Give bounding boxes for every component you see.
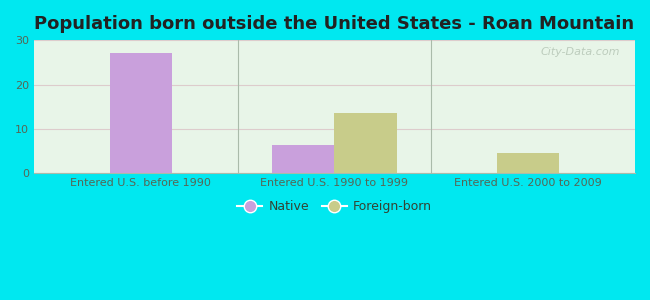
Bar: [335, 113, 396, 173]
Title: Population born outside the United States - Roan Mountain: Population born outside the United State…: [34, 15, 634, 33]
Text: City-Data.com: City-Data.com: [540, 47, 620, 57]
Bar: [272, 145, 335, 173]
Bar: [497, 154, 560, 173]
Bar: [110, 53, 172, 173]
Legend: Native, Foreign-born: Native, Foreign-born: [232, 195, 437, 218]
